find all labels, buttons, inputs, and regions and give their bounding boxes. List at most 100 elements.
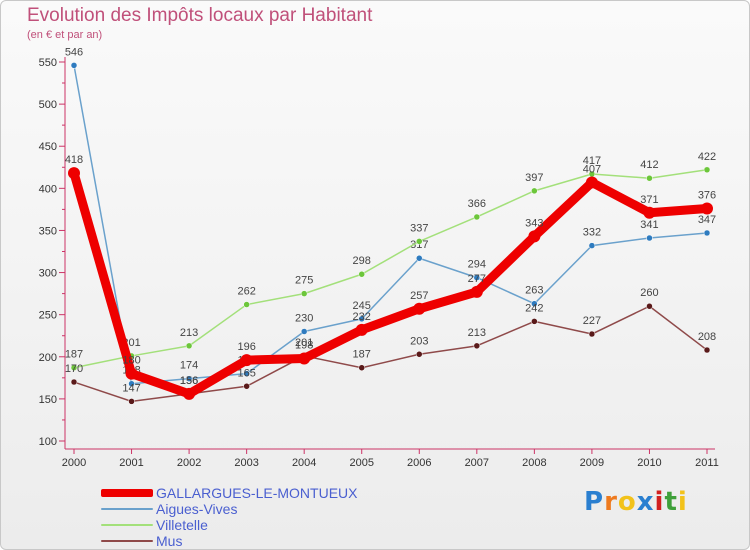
data-label: 412 xyxy=(640,159,658,171)
data-point xyxy=(243,370,250,377)
data-point xyxy=(528,230,541,243)
brand-letter: i xyxy=(654,487,665,517)
series-mus: 170 147 156 165 201 187 203 213 242 227 260 208 xyxy=(65,287,716,405)
data-label: 180 xyxy=(122,355,140,367)
data-label: 203 xyxy=(410,335,428,347)
y-tick-label: 500 xyxy=(39,99,57,111)
series-line xyxy=(73,169,708,369)
chart-subtitle: (en € et par an) xyxy=(27,29,103,41)
data-point xyxy=(70,62,78,69)
data-point xyxy=(646,302,653,310)
data-label: 546 xyxy=(65,46,83,58)
y-tick-label: 100 xyxy=(39,436,57,448)
data-label: 366 xyxy=(468,198,486,210)
data-point xyxy=(703,166,711,174)
data-label: 156 xyxy=(180,375,198,387)
data-point xyxy=(70,364,78,371)
data-label: 245 xyxy=(353,300,371,312)
data-point xyxy=(585,176,598,189)
data-label: 198 xyxy=(295,339,313,351)
chart-title: Evolution des Impôts locaux par Habitant xyxy=(27,5,373,26)
brand-letter: x xyxy=(636,487,655,517)
data-label: 213 xyxy=(180,327,198,339)
x-tick-label: 2001 xyxy=(119,457,143,469)
data-point xyxy=(588,330,596,338)
data-point xyxy=(298,352,311,365)
legend-swatch-aigues-vives xyxy=(101,508,153,510)
data-label: 201 xyxy=(295,337,313,349)
data-point xyxy=(413,302,426,315)
data-label: 277 xyxy=(468,273,486,285)
data-point xyxy=(473,274,481,281)
data-point xyxy=(300,328,308,335)
data-point xyxy=(355,323,368,336)
data-label: 263 xyxy=(525,285,543,297)
x-tick-label: 2002 xyxy=(177,457,201,469)
data-point xyxy=(240,354,253,367)
data-label: 332 xyxy=(583,227,601,239)
data-point xyxy=(531,187,538,195)
legend-label-aigues-vives: Aigues-Vives xyxy=(156,501,238,517)
data-point xyxy=(416,254,423,262)
data-point xyxy=(125,367,138,380)
data-point xyxy=(588,242,596,249)
data-label: 213 xyxy=(468,327,486,339)
legend-swatch-gallargues xyxy=(101,489,153,497)
data-label: 196 xyxy=(237,341,255,353)
data-label: 275 xyxy=(295,275,313,287)
data-point xyxy=(243,301,250,308)
x-tick-label: 2004 xyxy=(292,457,316,469)
data-label: 187 xyxy=(65,349,83,361)
data-point xyxy=(703,346,711,354)
data-label: 317 xyxy=(410,239,428,251)
data-point xyxy=(128,398,135,405)
data-point xyxy=(646,234,653,242)
x-tick-label: 2000 xyxy=(62,457,86,469)
data-label: 156 xyxy=(180,375,198,387)
data-label: 417 xyxy=(583,155,601,167)
y-tick-label: 550 xyxy=(39,57,57,69)
x-tick-label: 2003 xyxy=(234,457,258,469)
x-tick-label: 2006 xyxy=(407,457,431,469)
brand-letter: i xyxy=(677,487,688,517)
data-point xyxy=(70,378,78,386)
data-point xyxy=(185,375,193,382)
data-label: 242 xyxy=(525,302,543,314)
data-label: 257 xyxy=(410,290,428,302)
data-point xyxy=(416,351,423,358)
data-point xyxy=(473,342,481,350)
data-point xyxy=(183,387,196,400)
data-label: 298 xyxy=(353,255,371,267)
series-aigues-vives: 546168174180230245317294263332341347 xyxy=(65,46,716,387)
x-tick-label: 2007 xyxy=(465,457,489,469)
x-tick-label: 2009 xyxy=(580,457,604,469)
data-label: 341 xyxy=(640,219,658,231)
brand-letter: t xyxy=(664,487,678,517)
legend-label-villetelle: Villetelle xyxy=(156,517,208,533)
y-tick-label: 150 xyxy=(39,394,57,406)
data-point xyxy=(531,300,538,307)
data-label: 232 xyxy=(353,311,371,323)
y-tick-label: 250 xyxy=(39,310,57,322)
y-tick-label: 200 xyxy=(39,352,57,364)
data-label: 187 xyxy=(353,349,371,361)
data-point xyxy=(68,167,80,180)
data-label: 347 xyxy=(698,214,716,226)
y-tick-label: 400 xyxy=(39,183,57,195)
data-label: 230 xyxy=(295,313,313,325)
series-gallargues-le-montueux: 418 180 156 196 198 232 257 277 343 407 371 376 xyxy=(65,154,716,400)
data-point xyxy=(358,270,365,278)
data-label: 343 xyxy=(525,217,543,229)
legend-swatch-villetelle xyxy=(101,524,153,526)
data-label: 418 xyxy=(65,154,83,166)
x-tick-label: 2008 xyxy=(522,457,546,469)
brand-letter: P xyxy=(584,487,605,517)
legend-label-gallargues: GALLARGUES-LE-MONTUEUX xyxy=(156,485,358,501)
data-point xyxy=(243,383,250,390)
data-label: 422 xyxy=(698,151,716,163)
data-point xyxy=(470,285,483,298)
data-point xyxy=(185,342,193,350)
data-point xyxy=(703,229,711,237)
data-point xyxy=(473,213,481,221)
